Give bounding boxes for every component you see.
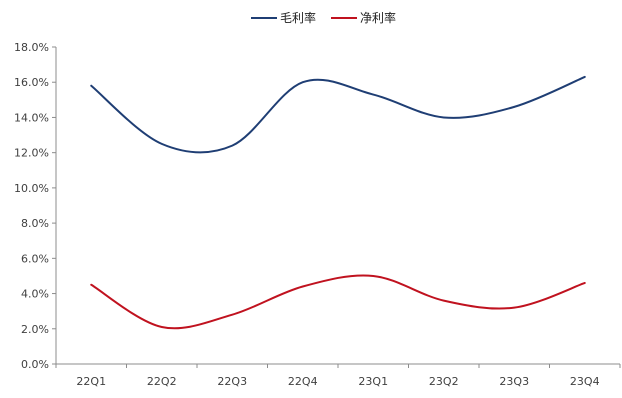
series-1 (90, 75, 586, 154)
x-tick-label: 22Q1 (76, 375, 106, 388)
x-tick-label: 23Q3 (499, 375, 529, 388)
x-tick-label: 22Q2 (147, 375, 177, 388)
y-tick-label: 10.0% (14, 182, 49, 195)
y-tick-label: 4.0% (21, 288, 49, 301)
y-tick-label: 8.0% (21, 217, 49, 230)
y-tick-label: 12.0% (14, 147, 49, 160)
x-tick-label: 22Q3 (217, 375, 247, 388)
series-layer (90, 75, 586, 330)
legend-item: 净利率 (331, 10, 396, 25)
legend-label: 毛利率 (280, 10, 316, 25)
y-tick-label: 2.0% (21, 323, 49, 336)
y-tick-label: 6.0% (21, 252, 49, 265)
y-tick-label: 14.0% (14, 111, 49, 124)
x-tick-label: 23Q4 (570, 375, 600, 388)
y-tick-label: 18.0% (14, 41, 49, 54)
series-line (90, 274, 586, 330)
axes: 0.0% 2.0% 4.0% 6.0% 8.0% 10.0% 12.0% 14.0% 16.0%… (14, 41, 621, 388)
x-tick-label: 23Q1 (358, 375, 388, 388)
y-tick-label: 16.0% (14, 76, 49, 89)
legend-label: 净利率 (360, 10, 396, 25)
x-tick-label: 22Q4 (288, 375, 318, 388)
series-line (90, 75, 586, 154)
legend-item: 毛利率 (251, 10, 316, 25)
y-tick-label: 0.0% (21, 358, 49, 371)
series-2 (90, 274, 586, 330)
legend: 毛利率 净利率 (251, 10, 396, 25)
x-tick-label: 23Q2 (429, 375, 459, 388)
